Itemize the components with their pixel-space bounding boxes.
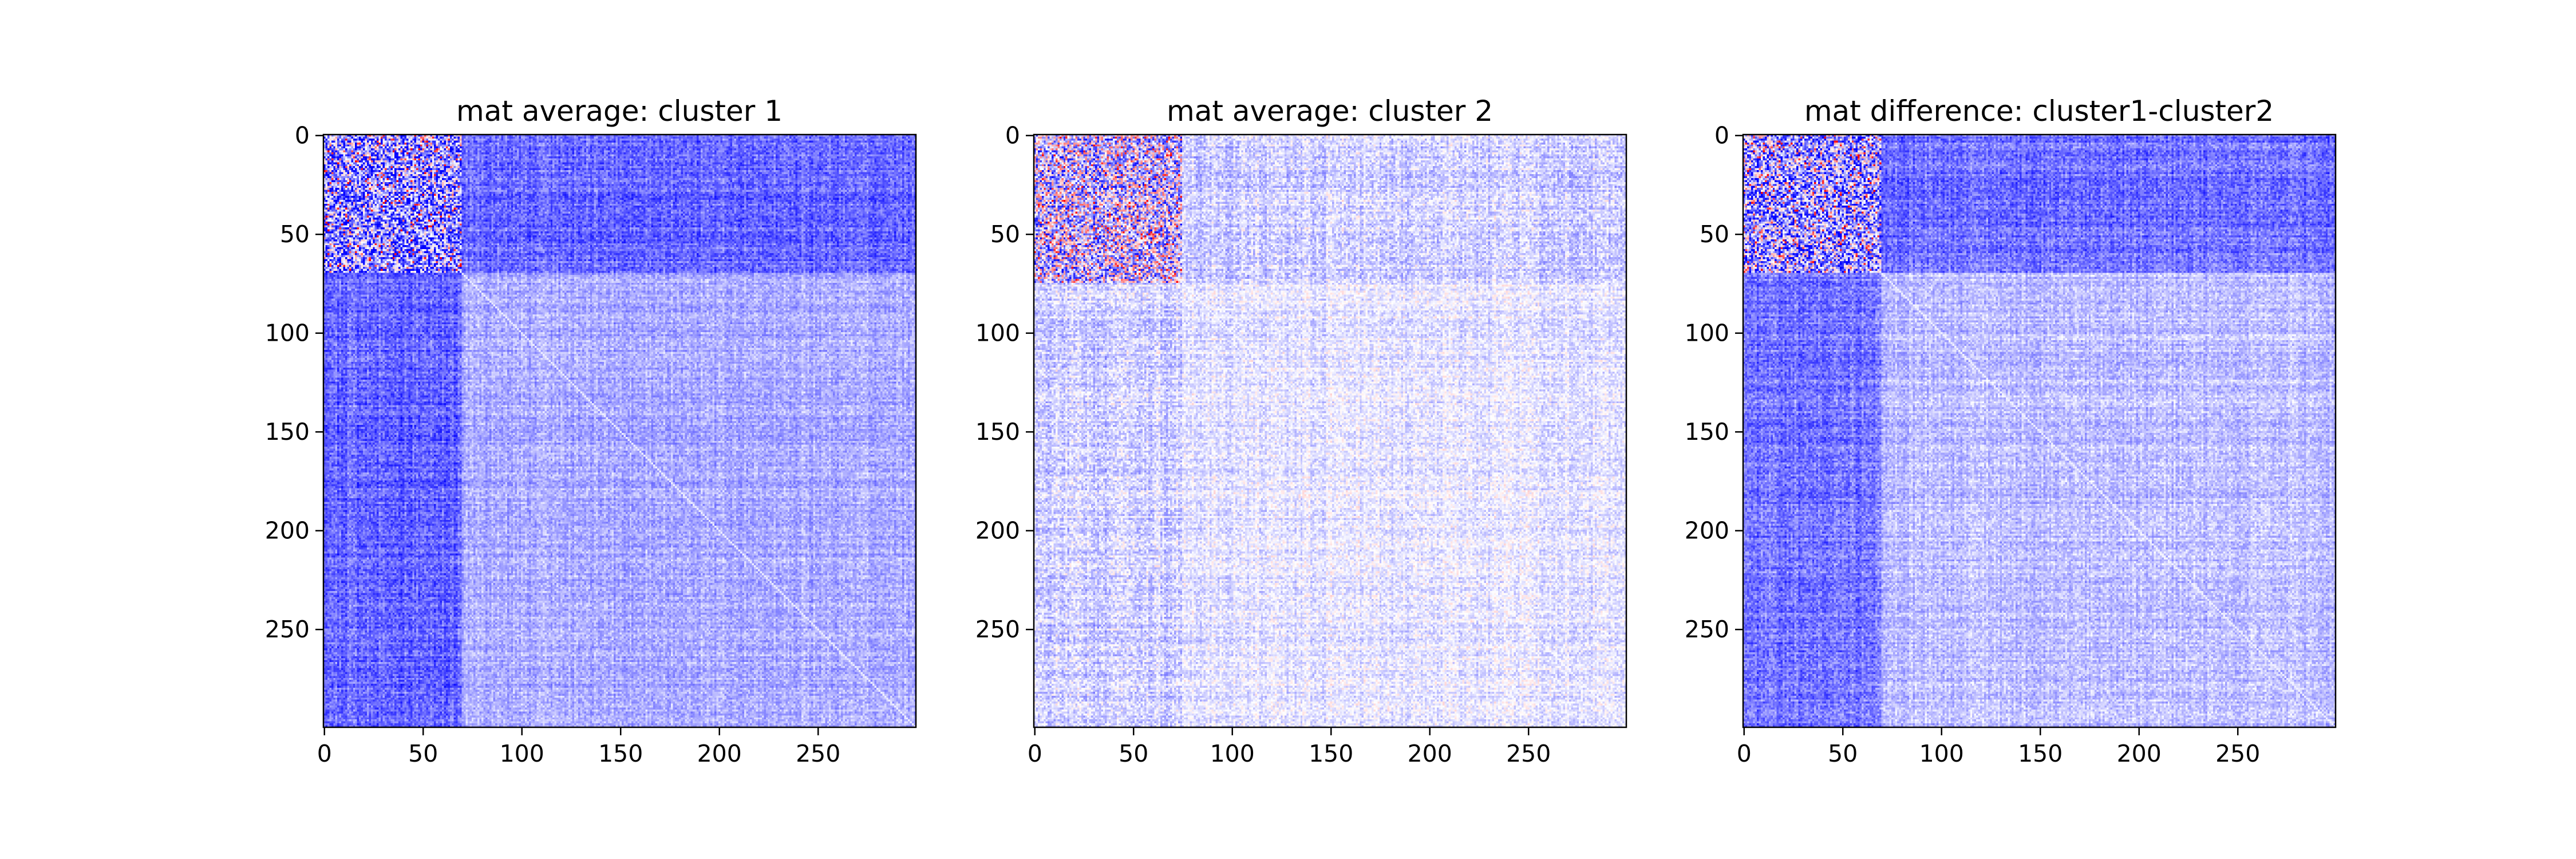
chart-title: mat difference: cluster1-cluster2 xyxy=(1804,94,2274,128)
x-tick-label: 50 xyxy=(1119,740,1148,767)
heatmap-image xyxy=(323,135,916,727)
x-tick-label: 100 xyxy=(1919,740,1964,767)
x-tick-label: 200 xyxy=(697,740,742,767)
heatmap-image xyxy=(1743,135,2336,727)
y-tick-label: 150 xyxy=(1685,418,1729,446)
y-tick-label: 200 xyxy=(265,517,310,545)
x-tick-label: 100 xyxy=(1210,740,1255,767)
y-tick-label: 100 xyxy=(975,320,1020,347)
x-tick-label: 200 xyxy=(2117,740,2162,767)
y-tick-label: 50 xyxy=(280,220,310,248)
x-tick-label: 250 xyxy=(1506,740,1551,767)
y-tick-label: 250 xyxy=(1685,616,1729,643)
axes-frame xyxy=(1742,133,2337,728)
y-tick-label: 100 xyxy=(1685,320,1729,347)
x-tick-label: 0 xyxy=(1028,740,1042,767)
chart-title: mat average: cluster 1 xyxy=(456,94,783,128)
x-tick-label: 50 xyxy=(408,740,438,767)
x-tick-label: 250 xyxy=(796,740,840,767)
x-tick-label: 200 xyxy=(1408,740,1452,767)
y-tick-label: 50 xyxy=(990,220,1020,248)
axes-frame xyxy=(322,133,917,728)
y-tick-label: 0 xyxy=(1714,122,1729,149)
heatmap-panel-cluster-2: mat average: cluster 2 0 50 100 150 200 250 0 5… xyxy=(975,94,1627,767)
y-tick-label: 100 xyxy=(265,320,310,347)
x-tick-label: 150 xyxy=(598,740,643,767)
x-tick-label: 50 xyxy=(1828,740,1858,767)
y-tick-label: 50 xyxy=(1700,220,1729,248)
y-tick-label: 0 xyxy=(1005,122,1020,149)
x-tick-label: 100 xyxy=(500,740,544,767)
heatmap-panel-cluster-1: mat average: cluster 1 0 50 100 150 200 250 0 5… xyxy=(265,94,917,767)
x-tick-label: 0 xyxy=(1737,740,1752,767)
heatmap-panel-difference: mat difference: cluster1-cluster2 0 50 100… xyxy=(1685,94,2337,767)
y-tick-label: 150 xyxy=(975,418,1020,446)
x-tick-label: 250 xyxy=(2215,740,2260,767)
chart-title: mat average: cluster 2 xyxy=(1167,94,1493,128)
y-tick-label: 150 xyxy=(265,418,310,446)
x-tick-label: 150 xyxy=(2018,740,2063,767)
y-tick-label: 0 xyxy=(295,122,310,149)
x-tick-label: 0 xyxy=(317,740,332,767)
axes-frame xyxy=(1033,133,1627,728)
y-tick-label: 250 xyxy=(265,616,310,643)
y-tick-label: 200 xyxy=(975,517,1020,545)
y-tick-label: 200 xyxy=(1685,517,1729,545)
x-tick-label: 150 xyxy=(1309,740,1353,767)
y-tick-label: 250 xyxy=(975,616,1020,643)
heatmap-image xyxy=(1034,135,1626,727)
